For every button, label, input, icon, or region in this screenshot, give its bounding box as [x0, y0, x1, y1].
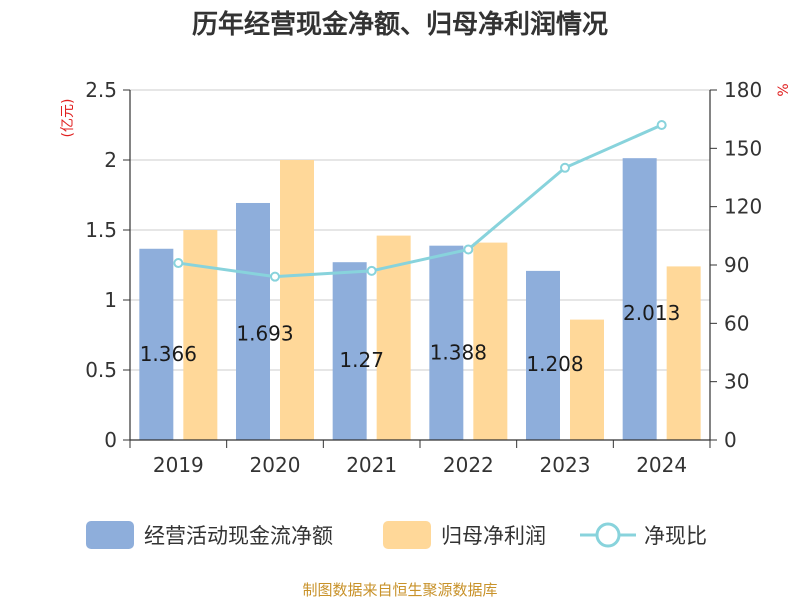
tick-labels: 0 0.5 1 1.5 2 2.5 0 30 60 90 120 150 180 2019 2020 2021… [85, 78, 762, 477]
x-tick-label: 2022 [443, 453, 494, 477]
data-label-cashflow: 1.27 [339, 348, 384, 372]
legend-label-net-profit: 归母净利润 [441, 524, 546, 548]
left-tick-label: 0.5 [85, 358, 117, 382]
bar-cashflow [139, 248, 174, 440]
ratio-polyline [178, 123, 663, 279]
right-tick-label: 180 [724, 78, 762, 102]
data-labels: 1.366 1.693 1.27 1.388 1.208 2.013 [140, 301, 681, 376]
data-label-cashflow: 2.013 [623, 301, 680, 325]
bar-cashflow [429, 245, 464, 440]
source-note: 制图数据来自恒生聚源数据库 [302, 581, 497, 599]
ratio-point [270, 271, 280, 282]
ratio-point [560, 162, 570, 173]
data-label-cashflow: 1.366 [140, 342, 197, 366]
right-tick-label: 90 [724, 253, 749, 277]
grid-lines [130, 89, 710, 371]
bar-cashflow [236, 202, 270, 440]
right-tick-label: 0 [724, 428, 737, 452]
bar-cashflow [332, 262, 367, 440]
bar-net-profit [473, 242, 508, 440]
legend-label-cashflow: 经营活动现金流净额 [144, 524, 333, 548]
bar-net-profit [280, 160, 314, 440]
bar-cashflow [622, 158, 657, 440]
ratio-line [173, 120, 667, 282]
legend: 经营活动现金流净额 归母净利润 净现比 [86, 521, 707, 549]
ratio-point [366, 265, 377, 276]
legend-swatch-cashflow [86, 521, 134, 549]
right-tick-label: 120 [724, 195, 762, 219]
left-tick-label: 0 [104, 428, 117, 452]
x-tick-label: 2024 [636, 453, 687, 477]
bar-net-profit [666, 266, 701, 440]
right-tick-label: 150 [724, 136, 762, 160]
bar-net-profit [183, 230, 218, 440]
right-tick-label: 60 [724, 311, 749, 335]
legend-swatch-net-profit [383, 521, 431, 549]
left-tick-label: 1.5 [85, 218, 117, 242]
bar-cashflow [526, 270, 560, 440]
left-tick-label: 1 [104, 288, 117, 312]
x-tick-label: 2021 [346, 453, 397, 477]
legend-marker-ratio [595, 522, 621, 548]
ratio-point [173, 258, 184, 269]
x-tick-label: 2019 [153, 453, 204, 477]
bars [139, 158, 701, 440]
x-tick-label: 2023 [540, 453, 591, 477]
right-axis-unit: % [776, 83, 792, 96]
axes [123, 89, 717, 448]
right-tick-label: 30 [724, 370, 749, 394]
left-axis-unit: (亿元) [60, 99, 76, 138]
left-tick-label: 2.5 [85, 78, 117, 102]
chart-title: 历年经营现金净额、归母净利润情况 [192, 9, 608, 40]
ratio-point [463, 244, 474, 255]
ratio-point [656, 120, 667, 130]
legend-label-ratio: 净现比 [644, 524, 707, 548]
data-label-cashflow: 1.388 [430, 341, 487, 365]
data-label-cashflow: 1.693 [236, 321, 293, 345]
left-tick-label: 2 [104, 148, 117, 172]
bar-net-profit [570, 319, 604, 440]
data-label-cashflow: 1.208 [526, 352, 583, 376]
x-tick-label: 2020 [250, 453, 301, 477]
